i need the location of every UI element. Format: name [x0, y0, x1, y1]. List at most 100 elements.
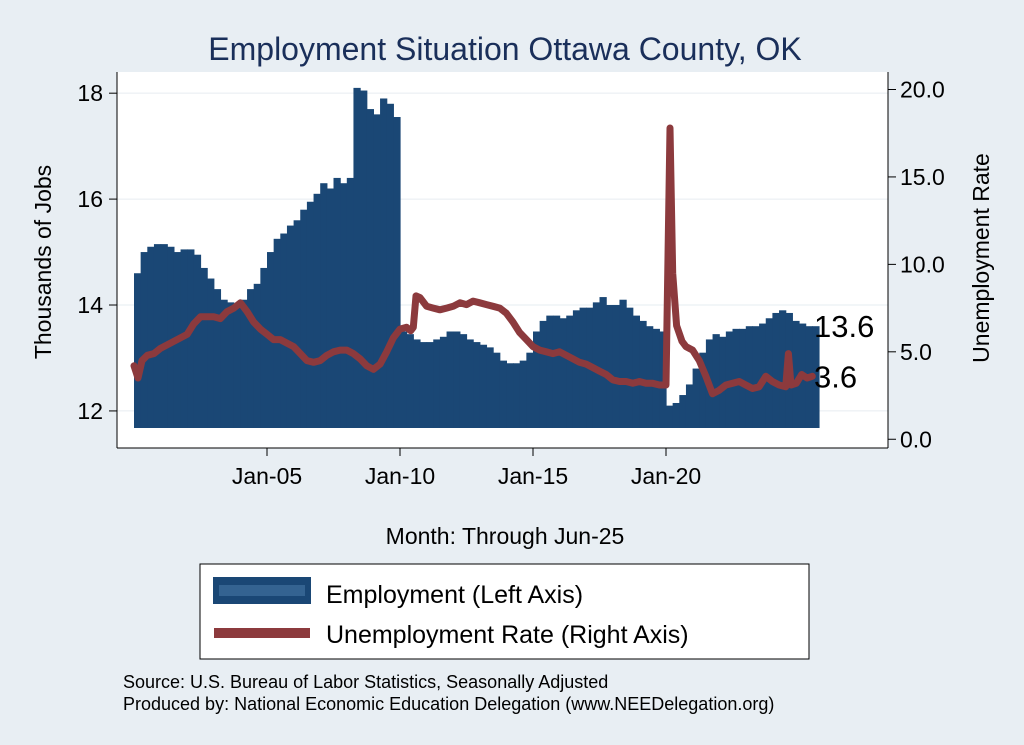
x-tick-label: Jan-05 [232, 463, 302, 489]
employment-bar [499, 360, 507, 428]
employment-end-label: 13.6 [814, 309, 874, 344]
employment-bar [466, 339, 474, 428]
employment-bar [612, 305, 621, 428]
employment-bar [326, 188, 335, 428]
employment-bar [293, 220, 301, 428]
employment-bar [506, 363, 514, 428]
employment-bar [386, 103, 394, 428]
employment-bar [725, 331, 734, 428]
right-tick-label: 20.0 [900, 76, 945, 102]
employment-bar [526, 352, 534, 428]
left-tick-label: 12 [77, 398, 103, 424]
left-axis-ticks: 12 14 16 18 [77, 80, 117, 424]
employment-bar [792, 320, 800, 428]
employment-bar [353, 87, 361, 428]
employment-bar [333, 177, 341, 428]
employment-bar [286, 225, 295, 428]
employment-bar [566, 315, 574, 428]
employment-bar [579, 307, 587, 428]
employment-bar [134, 273, 142, 428]
employment-bar [779, 310, 787, 428]
employment-bar [692, 368, 700, 428]
employment-bar [207, 278, 215, 428]
employment-bar [439, 336, 448, 428]
right-tick-label: 0.0 [900, 426, 932, 452]
x-tick-label: Jan-20 [631, 463, 701, 489]
employment-bar [479, 344, 488, 428]
left-tick-label: 18 [77, 80, 103, 106]
producer-note: Produced by: National Economic Education… [123, 694, 774, 714]
employment-bar [646, 326, 654, 428]
employment-bar [632, 315, 640, 428]
employment-bar [626, 307, 634, 428]
employment-bar [300, 209, 308, 428]
employment-bar [213, 289, 222, 428]
employment-bar [739, 328, 747, 428]
chart-title: Employment Situation Ottawa County, OK [208, 31, 801, 67]
employment-bar [812, 326, 820, 428]
employment-bar [227, 302, 235, 428]
employment-bar [765, 318, 773, 428]
employment-bar [253, 283, 261, 428]
employment-bar [140, 252, 148, 428]
left-tick-label: 14 [77, 292, 103, 318]
employment-bar [666, 405, 674, 428]
employment-bar [672, 402, 680, 428]
employment-bar [340, 183, 348, 428]
employment-bar [419, 342, 428, 428]
employment-bar [306, 201, 315, 428]
right-tick-label: 15.0 [900, 164, 945, 190]
unemployment-line [130, 124, 816, 398]
x-axis-ticks: Jan-05 Jan-10 Jan-15 Jan-20 [232, 448, 701, 489]
employment-bar [406, 334, 414, 428]
employment-bar [486, 347, 494, 428]
source-note: Source: U.S. Bureau of Labor Statistics,… [123, 672, 608, 692]
employment-bar [200, 267, 208, 428]
employment-bar [459, 334, 468, 428]
employment-bar [552, 315, 561, 428]
employment-bar [559, 318, 567, 428]
employment-bar [513, 363, 521, 428]
employment-bar [446, 331, 454, 428]
employment-bar [313, 193, 321, 428]
employment-bar [539, 320, 547, 428]
employment-bar [745, 326, 754, 428]
employment-bar [413, 339, 421, 428]
employment-bar [685, 384, 694, 428]
employment-bar [233, 305, 241, 428]
employment-bar [752, 326, 760, 428]
employment-bar [360, 90, 368, 428]
employment-bar [473, 342, 481, 428]
unemployment-line-group [130, 124, 816, 398]
legend: Employment (Left Axis) Unemployment Rate… [199, 563, 810, 660]
employment-bar [240, 299, 248, 428]
employment-bar [592, 302, 601, 428]
employment-bar [346, 177, 355, 428]
employment-bar [167, 246, 175, 428]
employment-bar [380, 98, 388, 428]
employment-bar [599, 297, 607, 428]
employment-bar [652, 328, 660, 428]
employment-bar [280, 233, 288, 428]
x-tick-label: Jan-15 [498, 463, 568, 489]
employment-bar [732, 328, 740, 428]
right-tick-label: 10.0 [900, 251, 945, 277]
employment-bar [772, 312, 780, 428]
right-axis-ticks: 0.0 5.0 10.0 15.0 20.0 [888, 76, 945, 452]
employment-bar [187, 249, 195, 428]
legend-swatch-employment-highlight [219, 585, 305, 596]
employment-bar [320, 183, 328, 428]
employment-bar [273, 238, 281, 428]
employment-bar [519, 360, 527, 428]
x-axis-label: Month: Through Jun-25 [386, 523, 625, 549]
x-tick-label: Jan-10 [365, 463, 435, 489]
employment-bar [193, 254, 202, 428]
employment-bar [572, 310, 581, 428]
employment-bar [639, 320, 647, 428]
unemployment-end-label: 3.6 [814, 359, 857, 394]
employment-bar [160, 244, 168, 428]
employment-bar [719, 336, 727, 428]
employment-bar [493, 352, 501, 428]
left-tick-label: 16 [77, 186, 103, 212]
